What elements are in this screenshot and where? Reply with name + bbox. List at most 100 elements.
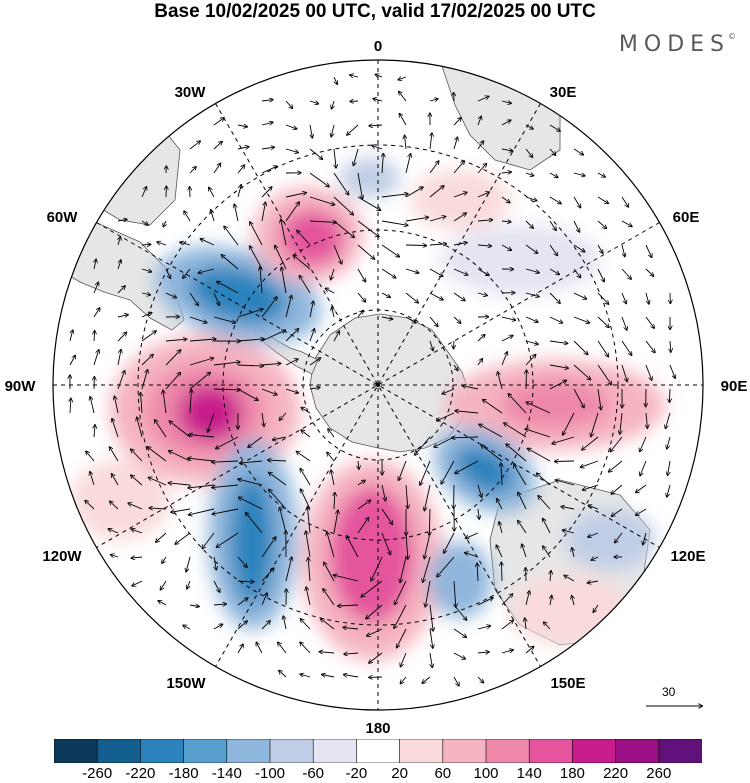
wind-vector xyxy=(518,493,527,510)
wind-vector xyxy=(478,508,479,519)
wind-vector xyxy=(310,124,312,138)
wind-vector xyxy=(213,316,235,323)
wind-vector xyxy=(333,511,338,534)
south-pole-dot xyxy=(376,383,380,387)
colorbar-tick-labels: -260 -220 -180 -140 -100 -60 -20 20 60 100 140 180 2… xyxy=(0,765,750,783)
wind-vector xyxy=(112,474,119,486)
wind-vector xyxy=(636,508,647,515)
wind-vector xyxy=(429,508,430,535)
wind-vector xyxy=(199,268,215,273)
wind-vector xyxy=(477,164,486,174)
wind-vector xyxy=(441,460,455,484)
wind-vector xyxy=(496,545,503,558)
wind-vector xyxy=(309,101,318,104)
wind-vector xyxy=(549,268,559,274)
colorbar-tick-label: -260 xyxy=(82,765,113,782)
wind-vector xyxy=(111,555,119,557)
wind-vector xyxy=(549,316,562,323)
negative-anomaly-center-155e xyxy=(428,542,492,618)
wind-vector xyxy=(640,460,647,476)
wind-vector xyxy=(498,372,503,390)
wind-vector xyxy=(381,532,390,554)
wind-vector xyxy=(285,148,298,153)
wind-vector xyxy=(279,671,287,678)
wind-vector xyxy=(308,558,310,582)
wind-vector xyxy=(549,364,568,368)
colorbar-swatch xyxy=(572,739,617,763)
wind-vector xyxy=(477,220,492,221)
wind-vector xyxy=(525,196,537,201)
wind-vector xyxy=(424,484,431,510)
wind-vector xyxy=(357,196,380,210)
wind-vector xyxy=(213,118,224,126)
wind-vector xyxy=(573,172,585,176)
wind-vector xyxy=(347,124,359,135)
wind-vector xyxy=(453,137,457,150)
wind-vector xyxy=(189,358,213,366)
wind-vector xyxy=(636,484,647,492)
wind-vector xyxy=(434,436,455,447)
wind-vector xyxy=(376,75,383,78)
wind-vector xyxy=(357,480,365,486)
wind-vector xyxy=(621,196,628,207)
wind-vector xyxy=(453,118,461,126)
wind-vector xyxy=(400,114,407,126)
wind-vector xyxy=(405,316,416,323)
wind-vector xyxy=(94,425,95,438)
wind-vector xyxy=(239,497,263,510)
wind-vector xyxy=(405,268,419,273)
wind-vector xyxy=(163,220,166,227)
wind-vector xyxy=(563,412,575,435)
wind-vector xyxy=(667,436,671,449)
wind-vector xyxy=(275,246,287,270)
lon-label-90e: 90E xyxy=(721,378,748,395)
wind-vector xyxy=(334,148,336,168)
wind-vector xyxy=(621,316,627,330)
wind-vector xyxy=(501,149,513,151)
wind-vector xyxy=(117,371,125,390)
wind-vector xyxy=(466,532,479,538)
wind-vector xyxy=(326,288,335,294)
wind-vector xyxy=(564,576,575,582)
wind-vector xyxy=(399,92,407,102)
lon-label-0: 0 xyxy=(374,38,382,55)
wind-vector xyxy=(214,556,216,570)
wind-vector xyxy=(381,484,386,501)
wind-vector xyxy=(572,548,574,558)
wind-vector xyxy=(581,460,599,467)
wind-vector xyxy=(477,626,490,630)
wind-vector xyxy=(309,358,320,366)
wind-vector xyxy=(156,532,167,542)
wind-vector xyxy=(212,461,239,462)
wind-vector xyxy=(237,644,243,654)
wind-vector xyxy=(395,580,407,604)
wind-vector xyxy=(543,519,551,534)
wind-vector xyxy=(344,653,359,654)
wind-vector xyxy=(344,675,359,678)
wind-vector xyxy=(141,244,150,245)
wind-vector xyxy=(645,244,652,257)
wind-vector xyxy=(161,580,167,590)
wind-vector xyxy=(300,469,311,486)
wind-vector xyxy=(549,340,567,343)
wind-vector xyxy=(306,587,311,606)
colorbar-swatch xyxy=(615,739,660,763)
wind-vector xyxy=(394,604,407,628)
wind-vector xyxy=(93,350,99,366)
wind-vector xyxy=(429,628,433,648)
colorbar-tick-label: -60 xyxy=(302,765,325,782)
wind-vector xyxy=(556,480,575,486)
wind-vector xyxy=(550,596,552,606)
wind-vector xyxy=(444,532,455,553)
wind-vector xyxy=(382,154,383,174)
wind-vector xyxy=(110,447,119,462)
wind-vector xyxy=(401,652,407,667)
wind-vector xyxy=(597,316,609,327)
wind-vector xyxy=(309,196,334,205)
wind-vector xyxy=(69,356,75,366)
wind-vector xyxy=(453,243,467,246)
wind-vector xyxy=(322,675,335,678)
wind-vector xyxy=(525,268,539,273)
wind-vector xyxy=(544,622,551,630)
wind-vector xyxy=(477,359,482,366)
